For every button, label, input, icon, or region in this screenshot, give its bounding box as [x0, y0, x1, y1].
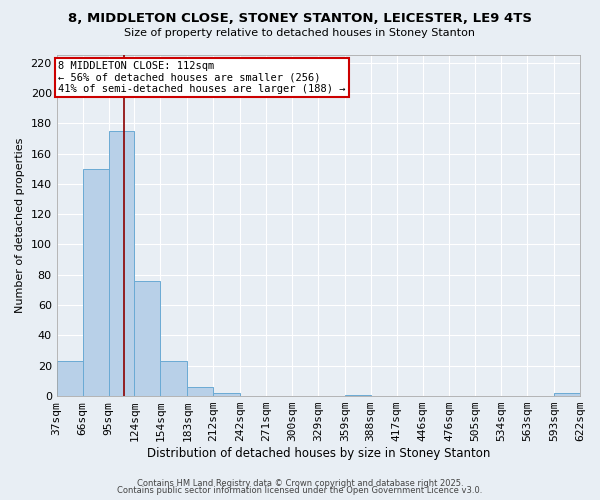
Text: 8, MIDDLETON CLOSE, STONEY STANTON, LEICESTER, LE9 4TS: 8, MIDDLETON CLOSE, STONEY STANTON, LEIC… [68, 12, 532, 26]
X-axis label: Distribution of detached houses by size in Stoney Stanton: Distribution of detached houses by size … [146, 447, 490, 460]
Text: Contains public sector information licensed under the Open Government Licence v3: Contains public sector information licen… [118, 486, 482, 495]
Bar [56, 361, 83, 396]
Bar [109, 131, 134, 396]
Text: Size of property relative to detached houses in Stoney Stanton: Size of property relative to detached ho… [125, 28, 476, 38]
Bar [134, 281, 160, 396]
Text: 8 MIDDLETON CLOSE: 112sqm
← 56% of detached houses are smaller (256)
41% of semi: 8 MIDDLETON CLOSE: 112sqm ← 56% of detac… [58, 61, 346, 94]
Bar [187, 387, 213, 396]
Bar [83, 168, 109, 396]
Bar [160, 361, 187, 396]
Bar [345, 394, 371, 396]
Bar [554, 393, 580, 396]
Text: Contains HM Land Registry data © Crown copyright and database right 2025.: Contains HM Land Registry data © Crown c… [137, 478, 463, 488]
Bar [213, 393, 240, 396]
Y-axis label: Number of detached properties: Number of detached properties [15, 138, 25, 313]
